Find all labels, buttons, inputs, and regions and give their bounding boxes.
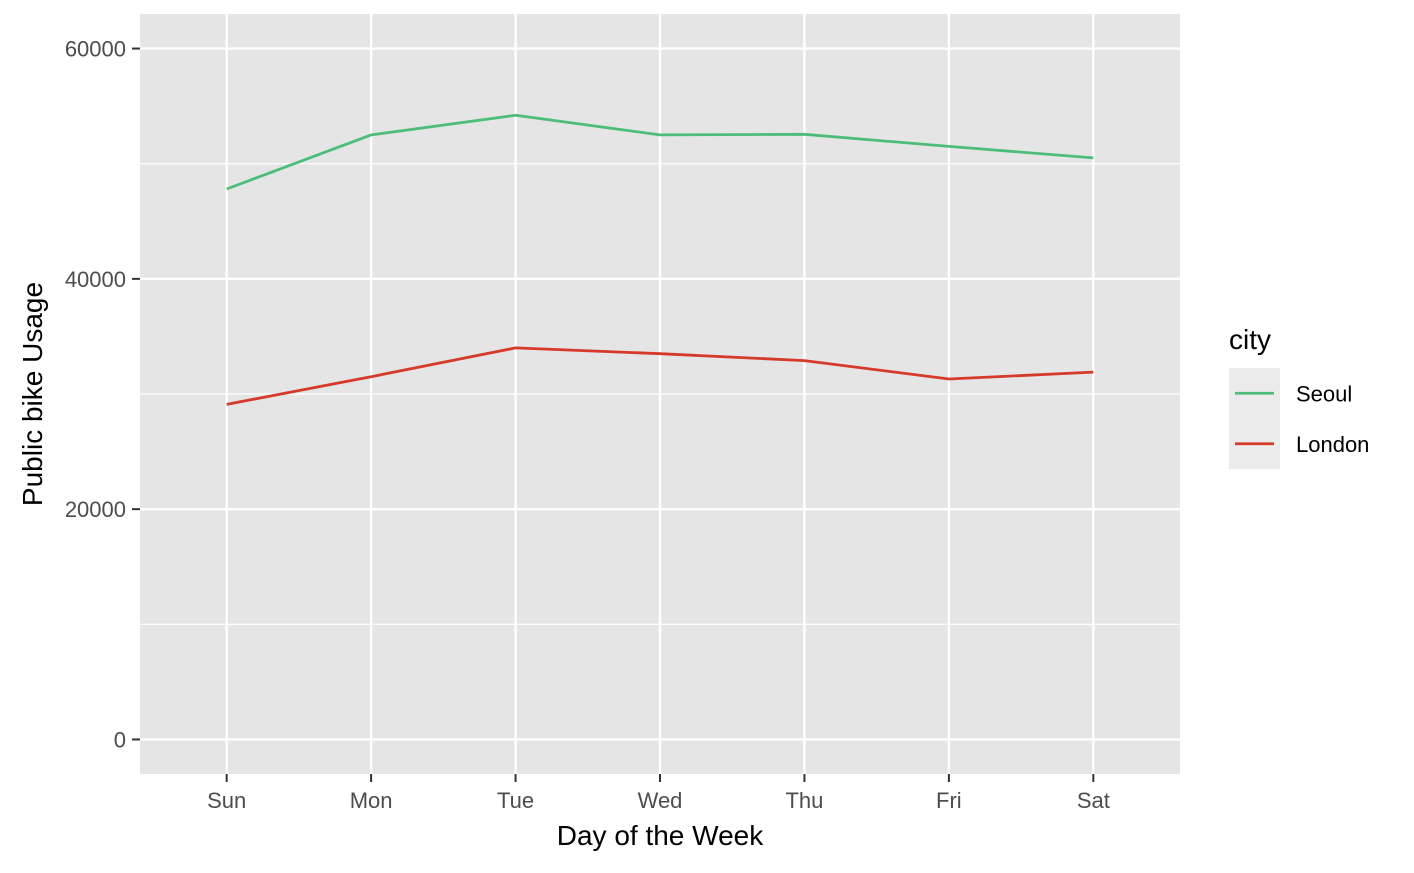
x-axis-title: Day of the Week [557, 820, 764, 851]
y-tick-label: 40000 [65, 267, 126, 292]
y-tick-label: 0 [114, 727, 126, 752]
legend-label-london: London [1296, 432, 1369, 457]
x-tick-label: Tue [497, 788, 534, 813]
x-tick-label: Wed [638, 788, 683, 813]
y-axis: 0 20000 40000 60000 [65, 37, 140, 752]
x-tick-label: Fri [936, 788, 962, 813]
legend: city Seoul London [1229, 324, 1369, 469]
x-tick-label: Sat [1077, 788, 1110, 813]
major-gridlines [140, 14, 1180, 774]
series-line-seoul [226, 113, 1094, 191]
y-tick-label: 60000 [65, 37, 126, 62]
x-tick-label: Mon [350, 788, 393, 813]
legend-items: Seoul London [1235, 381, 1369, 457]
y-tick-label: 20000 [65, 497, 126, 522]
legend-keys-background [1229, 368, 1280, 469]
x-axis: Sun Mon Tue Wed Thu Fri Sat [207, 774, 1110, 813]
legend-label-seoul: Seoul [1296, 381, 1352, 406]
x-tick-label: Sun [207, 788, 246, 813]
series-line-london [226, 346, 1094, 406]
legend-title: city [1229, 324, 1271, 355]
series-lines [226, 113, 1094, 406]
x-tick-label: Thu [785, 788, 823, 813]
y-axis-title: Public bike Usage [17, 282, 48, 506]
